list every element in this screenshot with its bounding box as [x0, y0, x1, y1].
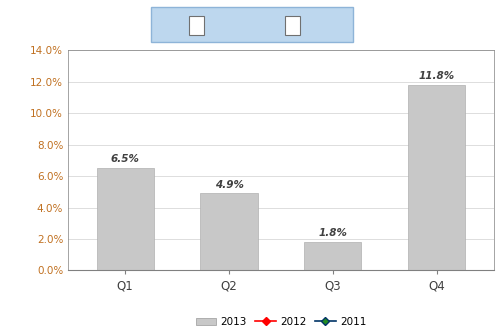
Legend: 2013, 2012, 2011: 2013, 2012, 2011	[192, 313, 370, 331]
Bar	[304, 242, 361, 270]
Text: 11.8%: 11.8%	[419, 71, 455, 81]
Text: 6.5%: 6.5%	[111, 154, 140, 164]
Bar	[97, 168, 154, 270]
Bar	[201, 194, 258, 270]
Text: 4.9%: 4.9%	[215, 179, 243, 190]
Text: 2012: 2012	[304, 19, 334, 32]
Bar	[408, 85, 465, 270]
Text: 2011: 2011	[208, 19, 238, 32]
Text: 1.8%: 1.8%	[319, 228, 347, 238]
